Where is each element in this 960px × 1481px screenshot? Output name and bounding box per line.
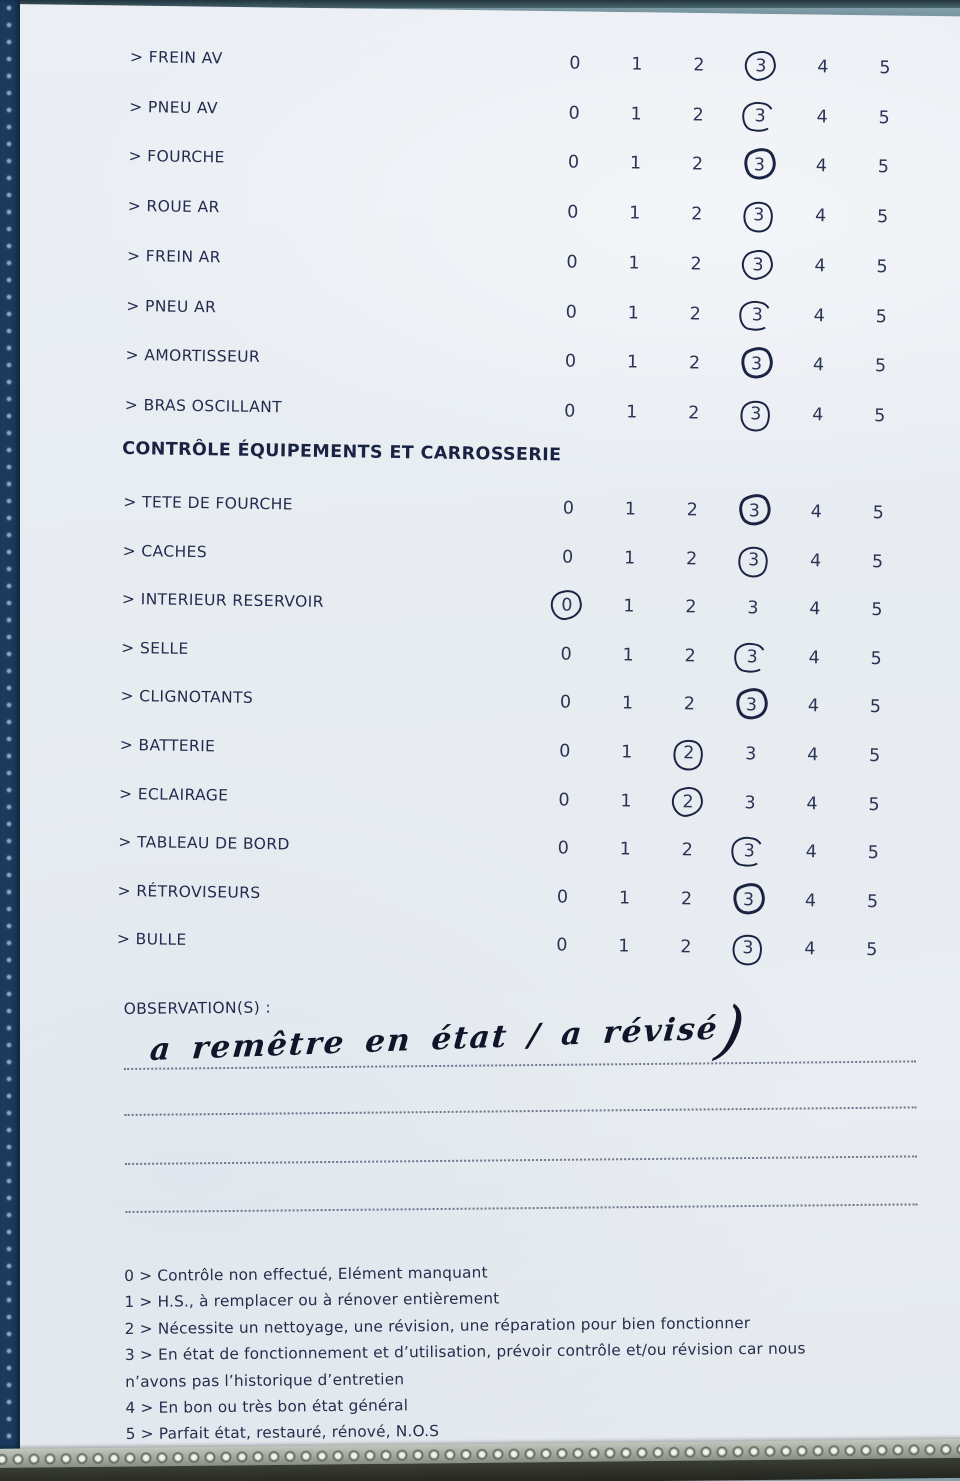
handwritten-text: a remêtre en état / a révisé bbox=[148, 1010, 721, 1069]
dotted-line-2 bbox=[124, 1104, 917, 1117]
handwritten-parenthesis: ) bbox=[711, 993, 751, 1070]
observations-label: OBSERVATION(S) : bbox=[123, 998, 272, 1019]
handwritten-observation: a remêtre en état / a révisé) bbox=[148, 993, 751, 1070]
dotted-line-3 bbox=[125, 1153, 918, 1165]
photo-top-edge bbox=[0, 0, 960, 8]
dotted-line-4 bbox=[125, 1201, 918, 1213]
rating-legend: 0 > Contrôle non effectué, Elément manqu… bbox=[124, 1256, 806, 1447]
binder-zipper-left-edge bbox=[0, 0, 20, 1462]
